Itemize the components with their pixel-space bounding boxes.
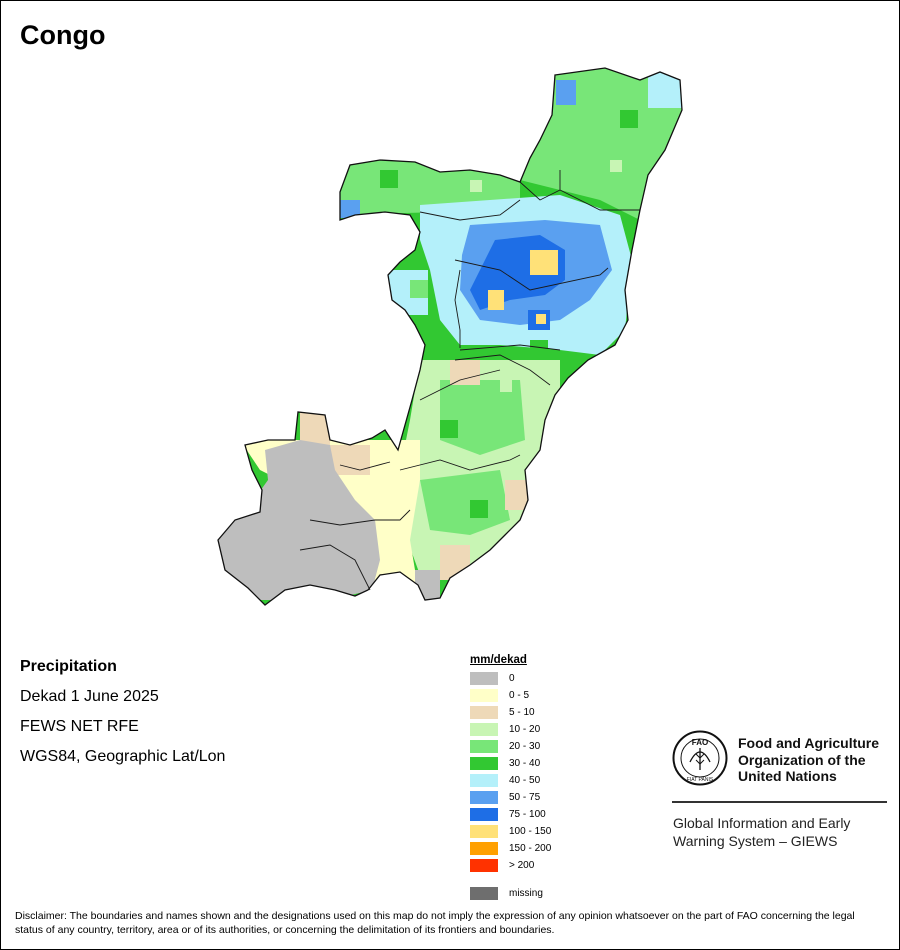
giews-line-1: Global Information and Early [673,815,851,831]
map-title: Congo [20,20,106,50]
map-info-block: Precipitation Dekad 1 June 2025 FEWS NET… [20,656,225,776]
logo-divider [672,801,887,803]
legend-swatch [470,740,498,753]
legend-swatch [470,825,498,838]
svg-text:FIAT PANIS: FIAT PANIS [687,777,714,783]
legend-item: 75 - 100 [470,806,551,823]
legend-label: 20 - 30 [509,741,541,752]
variable-label: Precipitation [20,658,117,675]
legend-item-missing: missing [470,885,551,902]
legend-swatch [470,842,498,855]
rainfall-grid [218,68,682,605]
legend-swatch [470,774,498,787]
legend-label: 30 - 40 [509,758,541,769]
legend-item: 40 - 50 [470,772,551,789]
legend-label: 75 - 100 [509,809,546,820]
legend-swatch [470,757,498,770]
giews-line-2: Warning System – GIEWS [673,833,838,849]
disclaimer-text: Disclaimer: The boundaries and names sho… [15,910,855,936]
legend-label: 5 - 10 [509,707,535,718]
legend-label: 0 [509,673,515,684]
legend-item: 0 [470,670,551,687]
legend-item: 50 - 75 [470,789,551,806]
legend-label: > 200 [509,860,535,871]
legend-item: 30 - 40 [470,755,551,772]
org-line-2: Organization of the [738,751,866,768]
legend-swatch [470,859,498,872]
legend-item: > 200 [470,857,551,874]
legend-label: 0 - 5 [509,690,530,701]
legend-item: 10 - 20 [470,721,551,738]
legend-item: 20 - 30 [470,738,551,755]
legend-label: 10 - 20 [509,724,541,735]
map-legend: mm/dekad 0 0 - 5 5 - 10 10 - 20 20 - 30 30 - … [470,654,551,902]
org-line-3: United Nations [738,768,837,784]
svg-text:FAO: FAO [692,738,708,747]
legend-item: 0 - 5 [470,687,551,704]
legend-label-missing: missing [509,888,543,899]
legend-swatch-missing [470,887,498,900]
legend-label: 150 - 200 [509,843,552,854]
legend-item: 5 - 10 [470,704,551,721]
legend-swatch [470,689,498,702]
source-label: FEWS NET RFE [20,718,139,735]
fao-organization-name: Food and Agriculture Organization of the… [738,735,879,785]
legend-title: mm/dekad [470,654,527,666]
legend-swatch [470,706,498,719]
projection-label: WGS84, Geographic Lat/Lon [20,748,226,765]
legend-label: 50 - 75 [509,792,541,803]
legend-swatch [470,808,498,821]
legend-label: 100 - 150 [509,826,552,837]
legend-swatch [470,791,498,804]
legend-swatch [470,723,498,736]
legend-item: 150 - 200 [470,840,551,857]
period-label: Dekad 1 June 2025 [20,688,159,705]
legend-item: 100 - 150 [470,823,551,840]
legend-label: 40 - 50 [509,775,541,786]
giews-label: Global Information and Early Warning Sys… [673,814,850,850]
department-boundaries [299,170,640,591]
legend-swatch [470,672,498,685]
org-line-1: Food and Agriculture [738,735,880,751]
fao-emblem-icon: FAO FIAT PANIS [672,730,728,786]
